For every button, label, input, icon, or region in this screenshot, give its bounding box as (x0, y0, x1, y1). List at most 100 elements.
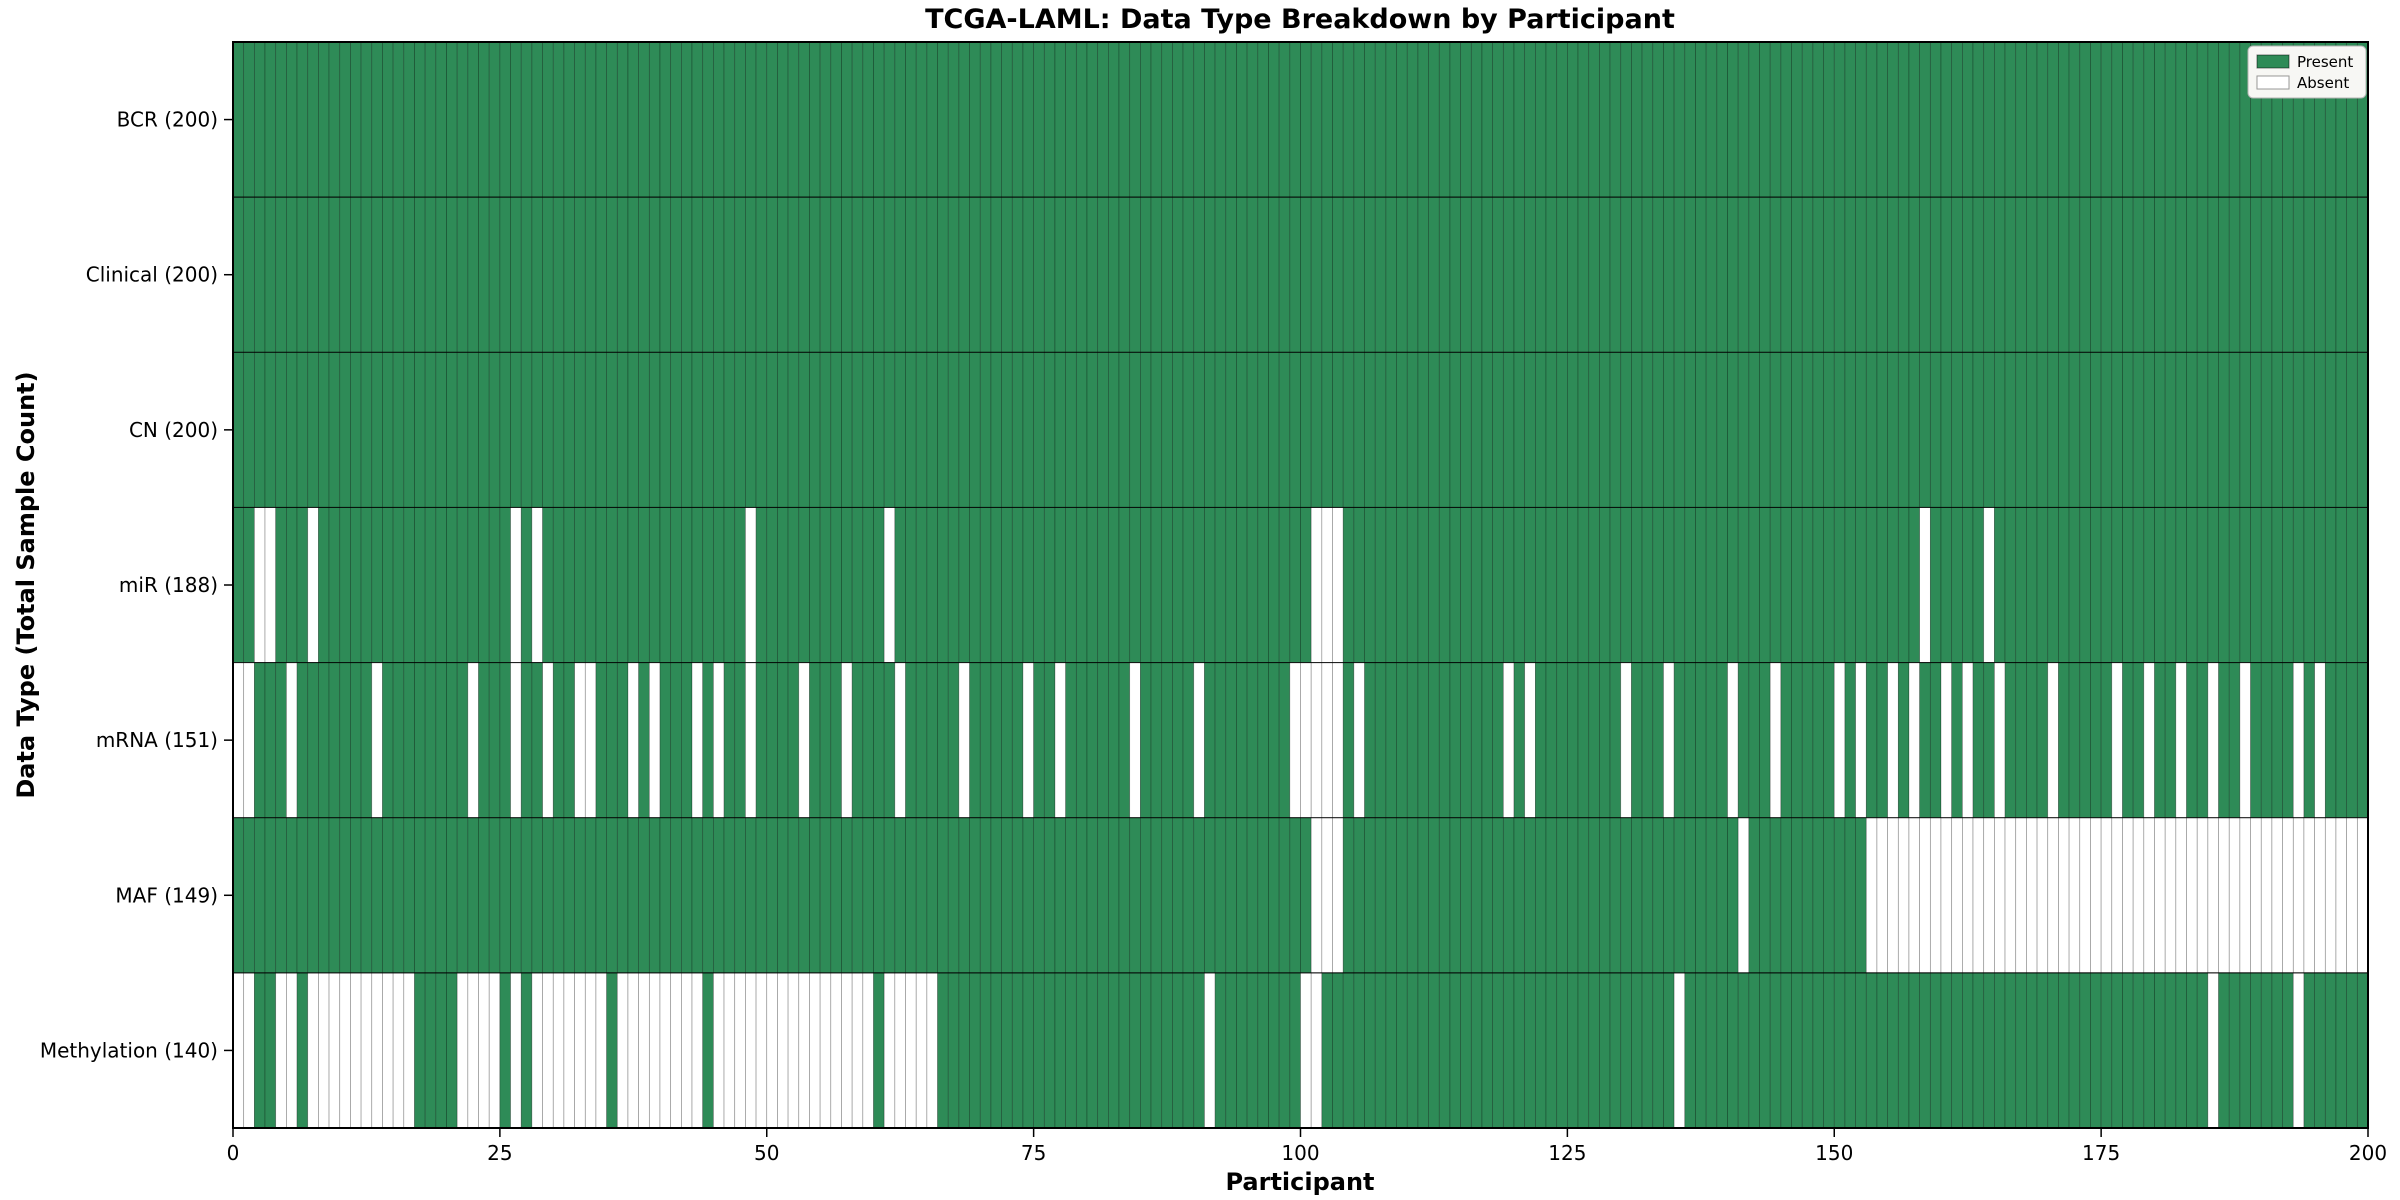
cell-mRNA-p108 (1385, 662, 1397, 819)
cell-Clinical-p20 (446, 196, 458, 353)
cell-BCR-p8 (318, 41, 330, 198)
cell-MAF-p183 (2186, 817, 2198, 974)
cell-CN-p108 (1385, 351, 1397, 508)
cell-miR-p77 (1054, 507, 1066, 663)
cell-miR-p183 (2186, 507, 2198, 663)
cell-mRNA-p127 (1588, 662, 1600, 819)
cell-BCR-p105 (1353, 41, 1365, 198)
cell-miR-p10 (339, 507, 351, 663)
cell-Clinical-p108 (1385, 196, 1397, 353)
cell-BCR-p179 (2143, 41, 2155, 198)
cell-Methylation-p183 (2186, 972, 2198, 1129)
cell-mRNA-p135 (1673, 662, 1686, 819)
cell-MAF-p166 (2004, 817, 2017, 974)
cell-BCR-p26 (510, 41, 522, 198)
cell-Methylation-p53 (798, 972, 810, 1129)
cell-Clinical-p172 (2068, 196, 2081, 353)
cell-CN-p87 (1161, 351, 1173, 508)
cell-CN-p34 (595, 351, 607, 508)
cell-BCR-p136 (1684, 41, 1696, 198)
cell-Clinical-p36 (616, 196, 629, 353)
cell-MAF-p137 (1695, 817, 1707, 974)
cell-Clinical-p160 (1940, 196, 1953, 353)
cell-CN-p12 (360, 351, 373, 508)
cell-Clinical-p195 (2314, 196, 2326, 353)
y-tick-label-BCR: BCR (200) (117, 108, 218, 132)
cell-mRNA-p116 (1470, 662, 1483, 819)
cell-Methylation-p75 (1033, 972, 1045, 1129)
cell-Methylation-p1 (243, 972, 255, 1129)
cell-MAF-p31 (563, 817, 575, 974)
cell-Methylation-p22 (467, 972, 479, 1129)
cell-MAF-p5 (286, 817, 298, 974)
cell-miR-p173 (2079, 507, 2091, 663)
cell-CN-p121 (1524, 351, 1536, 508)
cell-MAF-p114 (1449, 817, 1461, 974)
cell-miR-p37 (627, 507, 640, 663)
cell-mRNA-p119 (1502, 662, 1515, 819)
cell-MAF-p154 (1876, 817, 1888, 974)
cell-mRNA-p8 (318, 662, 330, 819)
cell-BCR-p134 (1663, 41, 1675, 198)
cell-miR-p17 (414, 507, 426, 663)
cell-Methylation-p128 (1599, 972, 1611, 1129)
cell-Clinical-p29 (542, 196, 554, 353)
cell-Clinical-p191 (2271, 196, 2283, 353)
cell-MAF-p170 (2047, 817, 2059, 974)
cell-mRNA-p120 (1513, 662, 1526, 819)
cell-Clinical-p114 (1449, 196, 1461, 353)
cell-CN-p189 (2250, 351, 2262, 508)
cell-CN-p145 (1780, 351, 1792, 508)
cell-miR-p5 (286, 507, 298, 663)
cell-Clinical-p156 (1897, 196, 1910, 353)
cell-MAF-p86 (1150, 817, 1163, 974)
cell-mRNA-p172 (2068, 662, 2081, 819)
cell-mRNA-p165 (1994, 662, 2006, 819)
cell-miR-p62 (894, 507, 906, 663)
cell-CN-p83 (1118, 351, 1131, 508)
cell-BCR-p85 (1140, 41, 1152, 198)
cell-Methylation-p168 (2026, 972, 2038, 1129)
cell-BCR-p46 (723, 41, 736, 198)
cell-MAF-p13 (371, 817, 383, 974)
cell-BCR-p43 (691, 41, 704, 198)
cell-mRNA-p161 (1951, 662, 1963, 819)
cell-mRNA-p147 (1801, 662, 1814, 819)
cell-Methylation-p50 (766, 972, 778, 1129)
cell-MAF-p105 (1353, 817, 1365, 974)
cell-Methylation-p149 (1823, 972, 1835, 1129)
cell-Clinical-p17 (414, 196, 426, 353)
cell-BCR-p173 (2079, 41, 2091, 198)
cell-CN-p77 (1054, 351, 1066, 508)
cell-miR-p105 (1353, 507, 1365, 663)
cell-mRNA-p111 (1417, 662, 1429, 819)
cell-mRNA-p62 (894, 662, 906, 819)
cell-BCR-p137 (1695, 41, 1707, 198)
y-axis-label: Data Type (Total Sample Count) (12, 371, 40, 798)
cell-mRNA-p12 (360, 662, 373, 819)
cell-CN-p104 (1342, 351, 1355, 508)
cell-Methylation-p199 (2356, 972, 2369, 1129)
cell-BCR-p60 (873, 41, 885, 198)
cell-Clinical-p193 (2292, 196, 2305, 353)
cell-CN-p16 (403, 351, 415, 508)
cell-MAF-p185 (2207, 817, 2219, 974)
cell-Methylation-p98 (1278, 972, 1291, 1129)
cell-mRNA-p21 (456, 662, 469, 819)
cell-Methylation-p32 (574, 972, 586, 1129)
cell-mRNA-p151 (1844, 662, 1856, 819)
legend-swatch-absent-icon (2256, 75, 2290, 90)
cell-MAF-p119 (1502, 817, 1515, 974)
cell-Clinical-p151 (1844, 196, 1856, 353)
cell-BCR-p69 (969, 41, 981, 198)
cell-BCR-p37 (627, 41, 640, 198)
cell-MAF-p153 (1865, 817, 1878, 974)
cell-BCR-p140 (1727, 41, 1739, 198)
cell-BCR-p12 (360, 41, 373, 198)
cell-Clinical-p2 (254, 196, 266, 353)
cell-Methylation-p133 (1652, 972, 1664, 1129)
cell-mRNA-p63 (905, 662, 917, 819)
cell-Clinical-p120 (1513, 196, 1526, 353)
cell-CN-p39 (648, 351, 661, 508)
cell-Clinical-p41 (670, 196, 682, 353)
